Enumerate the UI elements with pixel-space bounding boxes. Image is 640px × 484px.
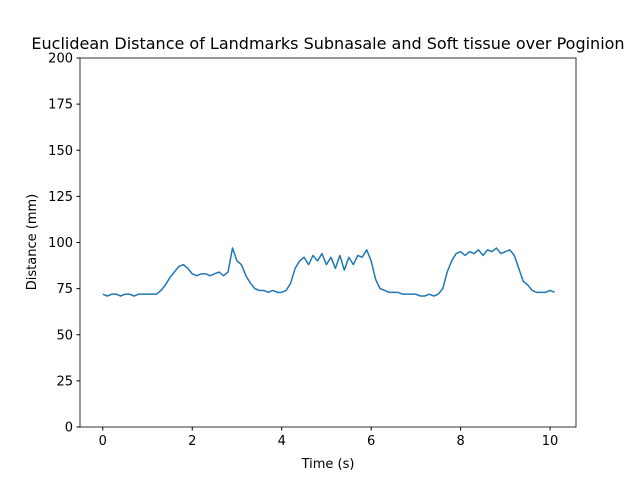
data-line xyxy=(102,247,555,297)
y-tick-label: 200 xyxy=(48,52,73,67)
y-tick-label: 50 xyxy=(56,328,73,343)
y-tick-label: 0 xyxy=(65,421,73,436)
x-tick-label: 0 xyxy=(99,434,107,449)
y-axis-label: Distance (mm) xyxy=(25,194,40,290)
x-tick-label: 10 xyxy=(542,434,559,449)
y-tick-label: 25 xyxy=(56,374,73,389)
x-tick-label: 8 xyxy=(456,434,464,449)
y-tick-label: 125 xyxy=(48,190,73,205)
x-tick-label: 2 xyxy=(188,434,196,449)
plot-frame xyxy=(79,57,577,428)
y-tick-label: 75 xyxy=(56,282,73,297)
y-tick-label: 175 xyxy=(48,98,73,113)
y-tick-label: 100 xyxy=(48,236,73,251)
y-tick-label: 150 xyxy=(48,144,73,159)
x-tick-label: 4 xyxy=(278,434,286,449)
chart-title: Euclidean Distance of Landmarks Subnasal… xyxy=(31,34,624,53)
x-tick-label: 6 xyxy=(367,434,375,449)
x-axis-label: Time (s) xyxy=(301,457,355,472)
